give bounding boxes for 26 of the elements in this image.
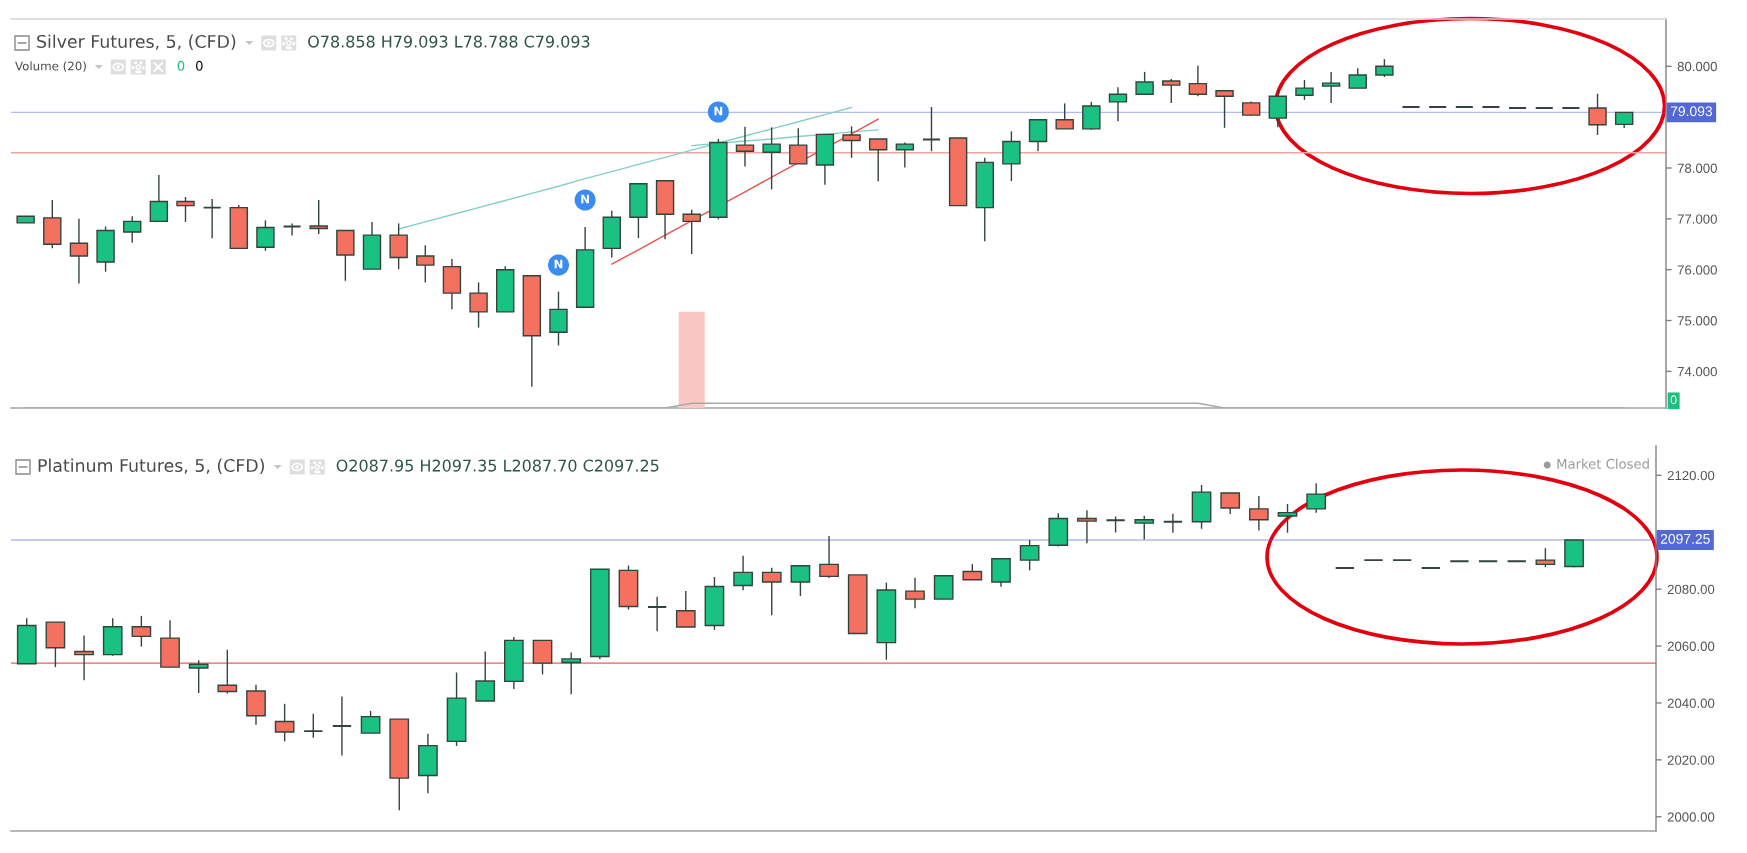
text: O2087.95 H2097.35 L2087.70 C2097.25 [336,459,659,472]
text: 0 [1670,395,1677,405]
ref-line-label: 2097.25 [1660,533,1710,544]
y-tick-label: 77.000 [1677,214,1717,224]
annotation: 0 [177,60,185,71]
data-label: N [581,194,589,204]
y-tick-label: 2120.00 [1667,470,1715,481]
y-tick-label: 75.000 [1677,316,1717,326]
y-tick-label: 2060.00 [1667,641,1715,651]
chart-title: Volume (20) [15,61,86,72]
y-tick-label: 2040.00 [1667,698,1715,708]
text: O78.858 H79.093 L78.788 C79.093 [308,35,590,48]
y-tick-label: 80.000 [1677,61,1717,72]
y-tick-label: 76.000 [1677,265,1717,275]
annotation: Market Closed [1557,458,1649,469]
annotation: 0 [196,60,203,71]
text: Platinum Futures, 5, (CFD) [38,458,264,475]
data-label: N [554,259,563,269]
y-tick-label: 78.000 [1677,163,1717,173]
y-tick-label: 2000.00 [1667,812,1715,822]
y-tick-label: 74.000 [1677,366,1717,377]
y-tick-label: 2020.00 [1667,755,1715,765]
data-label: N [714,106,723,116]
y-tick-label: 2080.00 [1667,584,1715,595]
ref-line-label: 79.093 [1670,106,1713,117]
text: Silver Futures, 5, (CFD) [37,34,236,51]
